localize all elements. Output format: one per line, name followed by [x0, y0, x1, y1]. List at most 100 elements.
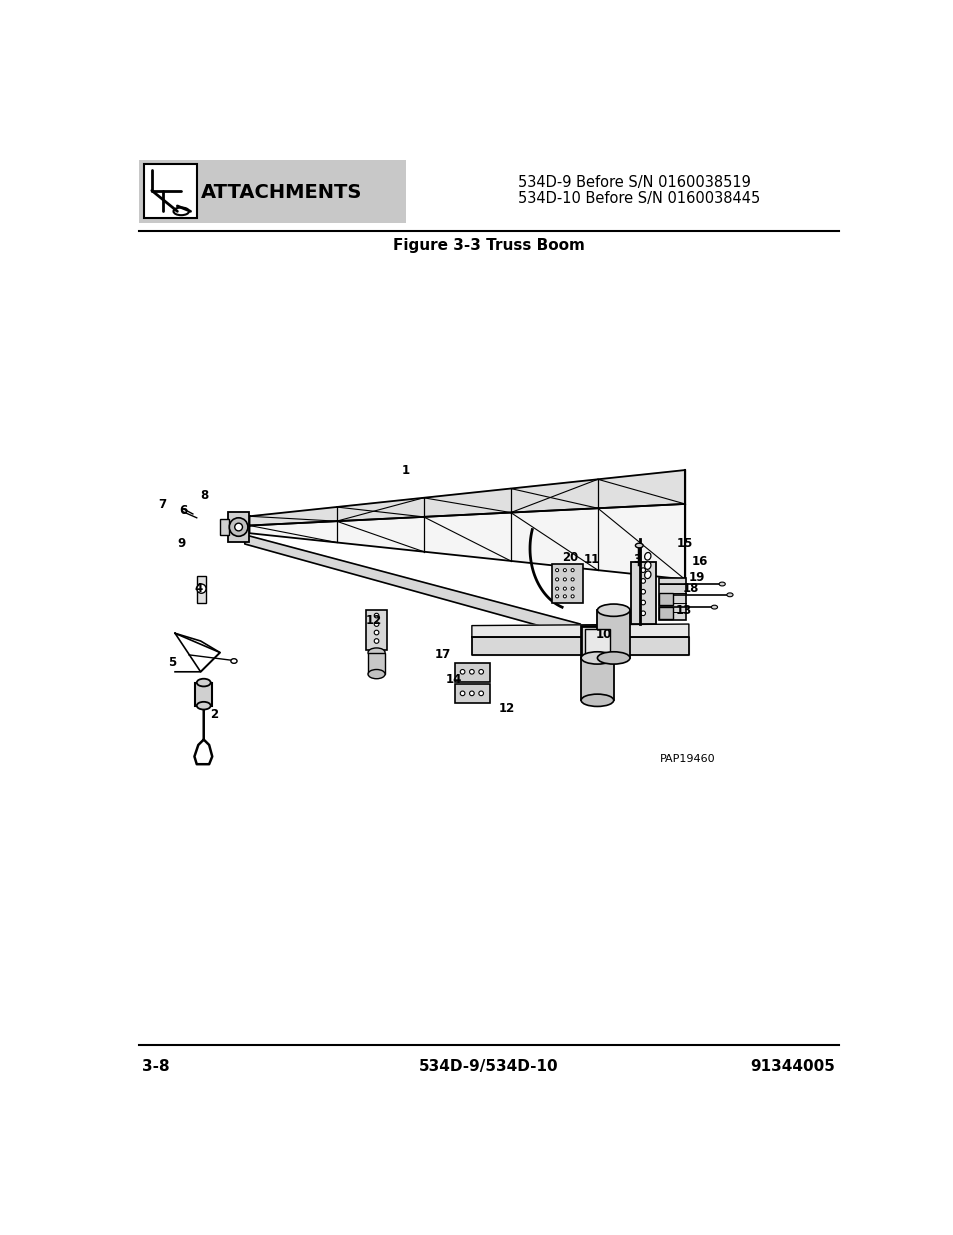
Text: 12: 12: [365, 615, 381, 627]
Text: 6: 6: [179, 504, 188, 517]
Text: 534D-9/534D-10: 534D-9/534D-10: [418, 1060, 558, 1074]
Circle shape: [234, 524, 242, 531]
Polygon shape: [472, 637, 688, 655]
Circle shape: [374, 621, 378, 626]
Text: 4: 4: [194, 582, 202, 595]
Ellipse shape: [368, 669, 385, 679]
Circle shape: [640, 611, 645, 615]
Ellipse shape: [644, 552, 650, 561]
Polygon shape: [472, 624, 688, 637]
Bar: [228, 511, 249, 542]
Bar: [551, 564, 582, 603]
Ellipse shape: [644, 562, 650, 569]
Circle shape: [640, 568, 645, 573]
Ellipse shape: [726, 593, 732, 597]
Text: 1: 1: [401, 463, 410, 477]
Text: 7: 7: [158, 498, 167, 511]
Text: 16: 16: [691, 556, 707, 568]
Polygon shape: [245, 535, 579, 637]
Text: Figure 3-3 Truss Boom: Figure 3-3 Truss Boom: [393, 237, 584, 253]
Bar: [658, 608, 672, 619]
Ellipse shape: [580, 694, 613, 706]
Circle shape: [459, 692, 464, 695]
Polygon shape: [249, 471, 684, 526]
Ellipse shape: [580, 652, 613, 664]
Bar: [658, 578, 685, 620]
Ellipse shape: [173, 207, 189, 215]
Bar: [195, 683, 212, 705]
Ellipse shape: [644, 571, 650, 578]
Text: 12: 12: [498, 703, 515, 715]
Bar: [138, 159, 406, 222]
Polygon shape: [249, 504, 684, 579]
Circle shape: [562, 578, 566, 580]
Bar: [368, 652, 385, 674]
Bar: [455, 662, 489, 682]
Bar: [580, 658, 613, 700]
Circle shape: [469, 669, 474, 674]
Circle shape: [640, 589, 645, 594]
Circle shape: [478, 669, 483, 674]
Text: 8: 8: [200, 489, 209, 501]
Text: 18: 18: [682, 582, 699, 595]
Circle shape: [555, 595, 558, 598]
Text: 20: 20: [561, 551, 578, 564]
Bar: [580, 626, 613, 658]
Ellipse shape: [597, 604, 629, 616]
Circle shape: [555, 568, 558, 572]
Circle shape: [459, 669, 464, 674]
Bar: [365, 610, 387, 651]
Bar: [144, 163, 196, 217]
Text: 2: 2: [210, 709, 217, 721]
Circle shape: [196, 584, 206, 593]
Text: 534D-9 Before S/N 0160038519: 534D-9 Before S/N 0160038519: [517, 175, 750, 190]
Text: 15: 15: [676, 537, 693, 551]
Circle shape: [571, 568, 574, 572]
Text: 17: 17: [435, 648, 451, 662]
Text: 534D-10 Before S/N 0160038445: 534D-10 Before S/N 0160038445: [517, 190, 760, 206]
Circle shape: [562, 587, 566, 590]
Bar: [630, 562, 655, 624]
Text: 11: 11: [583, 553, 599, 566]
Circle shape: [571, 578, 574, 580]
Ellipse shape: [231, 658, 236, 663]
Ellipse shape: [196, 701, 211, 710]
Bar: [597, 610, 629, 658]
Text: PAP19460: PAP19460: [659, 753, 715, 763]
Bar: [658, 593, 672, 605]
Circle shape: [640, 579, 645, 583]
Ellipse shape: [597, 652, 629, 664]
Text: ATTACHMENTS: ATTACHMENTS: [201, 183, 362, 203]
Text: 3: 3: [632, 553, 640, 566]
Circle shape: [562, 595, 566, 598]
Text: 13: 13: [675, 604, 691, 616]
Bar: [196, 576, 206, 603]
Circle shape: [555, 578, 558, 580]
Circle shape: [374, 638, 378, 643]
Circle shape: [571, 595, 574, 598]
Circle shape: [555, 587, 558, 590]
Bar: [455, 684, 489, 704]
Bar: [220, 520, 229, 535]
Circle shape: [374, 630, 378, 635]
Text: 19: 19: [688, 572, 704, 584]
Text: 91344005: 91344005: [750, 1060, 835, 1074]
Circle shape: [374, 614, 378, 618]
Circle shape: [571, 587, 574, 590]
Text: 5: 5: [168, 656, 176, 669]
Circle shape: [562, 568, 566, 572]
Ellipse shape: [368, 648, 385, 657]
Text: 3-8: 3-8: [142, 1060, 170, 1074]
Text: 9: 9: [177, 537, 185, 551]
Text: 14: 14: [445, 673, 462, 685]
Ellipse shape: [711, 605, 717, 609]
Ellipse shape: [196, 679, 211, 687]
Circle shape: [478, 692, 483, 695]
Bar: [584, 630, 609, 655]
Ellipse shape: [635, 543, 642, 548]
Circle shape: [229, 517, 248, 536]
Circle shape: [469, 692, 474, 695]
Text: 10: 10: [595, 629, 611, 641]
Ellipse shape: [719, 582, 724, 585]
Circle shape: [640, 600, 645, 605]
